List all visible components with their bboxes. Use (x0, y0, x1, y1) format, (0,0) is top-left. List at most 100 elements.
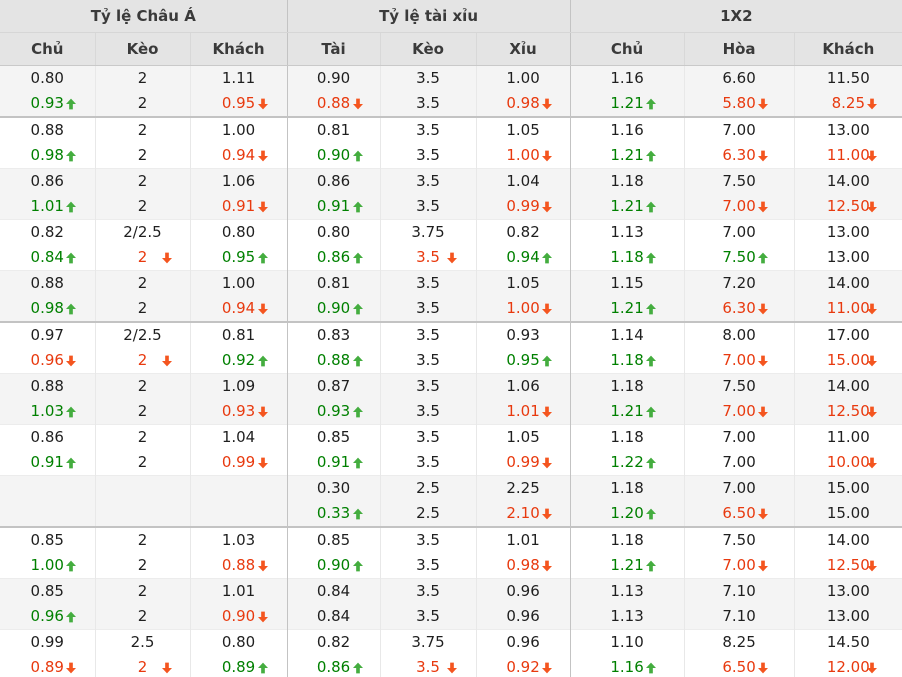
live-odds-value: 6.30 (722, 146, 756, 164)
live-odds-value: 0.91 (316, 453, 351, 471)
trend-down-icon (257, 406, 268, 417)
odds-cell: 7.00 7.00 (683, 424, 795, 476)
trend-down-icon (257, 98, 268, 109)
trend-down-icon (867, 150, 878, 161)
live-odds-line: 3.5 (381, 399, 476, 424)
trend-up-icon (66, 611, 77, 622)
opening-odds-value: 0.96 (506, 582, 540, 600)
live-odds-value: 0.99 (506, 197, 540, 215)
live-odds-value: 0.90 (221, 607, 256, 625)
opening-odds-value: 0.82 (316, 633, 351, 651)
live-odds-value: 0.33 (316, 504, 351, 522)
odds-cell: 0.81 0.90 (286, 270, 381, 322)
live-odds-line: 12.00 (795, 655, 902, 677)
live-odds-line: 0.89 (0, 655, 95, 677)
live-odds-value: 0.88 (221, 556, 256, 574)
trend-up-icon (66, 98, 77, 109)
opening-odds-value: 0.80 (316, 223, 351, 241)
odds-cell: 0.82 0.84 (0, 220, 95, 271)
live-odds-value: 0.96 (30, 607, 64, 625)
trend-down-icon (257, 150, 268, 161)
live-odds-line (191, 501, 287, 526)
live-odds-line: 1.21 (571, 194, 684, 219)
live-odds-line: 0.99 (191, 450, 287, 475)
opening-odds-value: 14.50 (826, 633, 870, 651)
opening-odds-value: 1.04 (221, 428, 256, 446)
live-odds-value: 2 (137, 197, 148, 215)
live-odds-line: 0.96 (0, 348, 95, 373)
live-odds-value: 0.84 (316, 607, 351, 625)
trend-down-icon (257, 611, 268, 622)
live-odds-line: 0.98 (477, 553, 570, 578)
odds-cell: 3.5 3.5 (379, 168, 477, 220)
odds-cell: 14.50 12.00 (793, 629, 902, 677)
live-odds-line: 10.00 (795, 450, 902, 475)
live-odds-line: 0.94 (477, 245, 570, 270)
odds-row: 0.88 0.98 2 2 1.00 0.94 0.81 0.90 3.5 3.5 1.05 1.00… (0, 117, 902, 169)
odds-cell: 13.00 11.00 (793, 117, 902, 169)
trend-down-icon (542, 98, 553, 109)
live-odds-line: 0.94 (191, 143, 287, 168)
opening-odds-value: 17.00 (826, 326, 870, 344)
odds-cell: 11.00 10.00 (793, 424, 902, 476)
trend-up-icon (646, 98, 657, 109)
odds-cell: 14.00 12.50 (793, 373, 902, 425)
live-odds-value: 0.91 (30, 453, 64, 471)
odds-cell: 7.20 6.30 (683, 270, 795, 322)
trend-down-icon (257, 560, 268, 571)
trend-up-icon (66, 201, 77, 212)
opening-odds-value: 7.50 (722, 531, 756, 549)
live-odds-value: 1.01 (30, 197, 64, 215)
odds-cell: 11.50 8.25 (793, 65, 902, 117)
live-odds-line: 2 (96, 245, 190, 270)
live-odds-value: 0.94 (221, 146, 256, 164)
opening-odds-value: 1.18 (610, 428, 644, 446)
odds-cell: 2.25 2.10 (475, 475, 571, 527)
trend-up-icon (542, 355, 553, 366)
live-odds-line: 3.5 (381, 143, 476, 168)
trend-down-icon (758, 508, 769, 519)
live-odds-line: 3.5 (381, 348, 476, 373)
opening-odds-value: 2 (137, 377, 148, 395)
trend-up-icon (66, 303, 77, 314)
odds-cell: 13.00 13.00 (793, 578, 902, 630)
live-odds-line: 0.92 (191, 348, 287, 373)
odds-row: 0.88 1.03 2 2 1.09 0.93 0.87 0.93 3.5 3.5 1.06 1.01… (0, 373, 902, 425)
opening-odds-value: 2.5 (130, 633, 155, 651)
opening-odds-value: 0.82 (506, 223, 540, 241)
live-odds-value: 1.00 (506, 299, 540, 317)
trend-up-icon (257, 355, 268, 366)
live-odds-value: 15.00 (826, 351, 870, 369)
live-odds-line: 2 (96, 296, 190, 321)
opening-odds-value: 1.00 (221, 121, 256, 139)
odds-row: 0.80 0.93 2 2 1.11 0.95 0.90 0.88 3.5 3.5 1.00 0.98… (0, 65, 902, 117)
opening-odds-value: 1.06 (221, 172, 256, 190)
trend-up-icon (646, 406, 657, 417)
trend-down-icon (542, 508, 553, 519)
live-odds-value: 1.13 (610, 607, 644, 625)
live-odds-value: 10.00 (826, 453, 870, 471)
opening-odds-value: 0.80 (221, 223, 256, 241)
opening-odds-value: 1.01 (506, 531, 540, 549)
opening-odds-value: 1.13 (610, 582, 644, 600)
live-odds-line: 0.95 (477, 348, 570, 373)
live-odds-value: 15.00 (826, 504, 870, 522)
live-odds-value: 1.21 (610, 94, 644, 112)
trend-up-icon (646, 560, 657, 571)
live-odds-line: 2 (96, 553, 190, 578)
opening-odds-value: 0.90 (316, 69, 351, 87)
odds-cell: 0.85 0.91 (286, 424, 381, 476)
live-odds-line: 2 (96, 348, 190, 373)
odds-cell: 7.00 7.50 (683, 219, 795, 271)
opening-odds-value: 7.00 (722, 223, 756, 241)
live-odds-line: 1.00 (0, 553, 95, 578)
live-odds-value: 13.00 (826, 607, 870, 625)
opening-odds-value: 1.00 (221, 274, 256, 292)
live-odds-value: 0.98 (30, 299, 64, 317)
odds-cell: 13.00 13.00 (793, 219, 902, 271)
live-odds-line: 0.98 (0, 143, 95, 168)
opening-odds-value: 0.88 (30, 377, 64, 395)
odds-row: 0.97 0.96 2/2.5 2 0.81 0.92 0.83 0.88 3.5 3.5 0.93… (0, 322, 902, 374)
live-odds-line: 1.18 (571, 348, 684, 373)
